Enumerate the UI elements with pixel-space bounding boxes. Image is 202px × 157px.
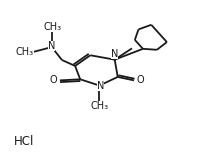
Text: HCl: HCl xyxy=(14,135,34,148)
Text: O: O xyxy=(50,75,57,85)
Text: N: N xyxy=(48,41,55,51)
Text: CH₃: CH₃ xyxy=(90,101,108,111)
Text: N: N xyxy=(110,49,118,59)
Text: N: N xyxy=(96,81,104,91)
Text: CH₃: CH₃ xyxy=(16,47,34,57)
Text: CH₃: CH₃ xyxy=(43,22,62,32)
Text: O: O xyxy=(136,75,144,85)
